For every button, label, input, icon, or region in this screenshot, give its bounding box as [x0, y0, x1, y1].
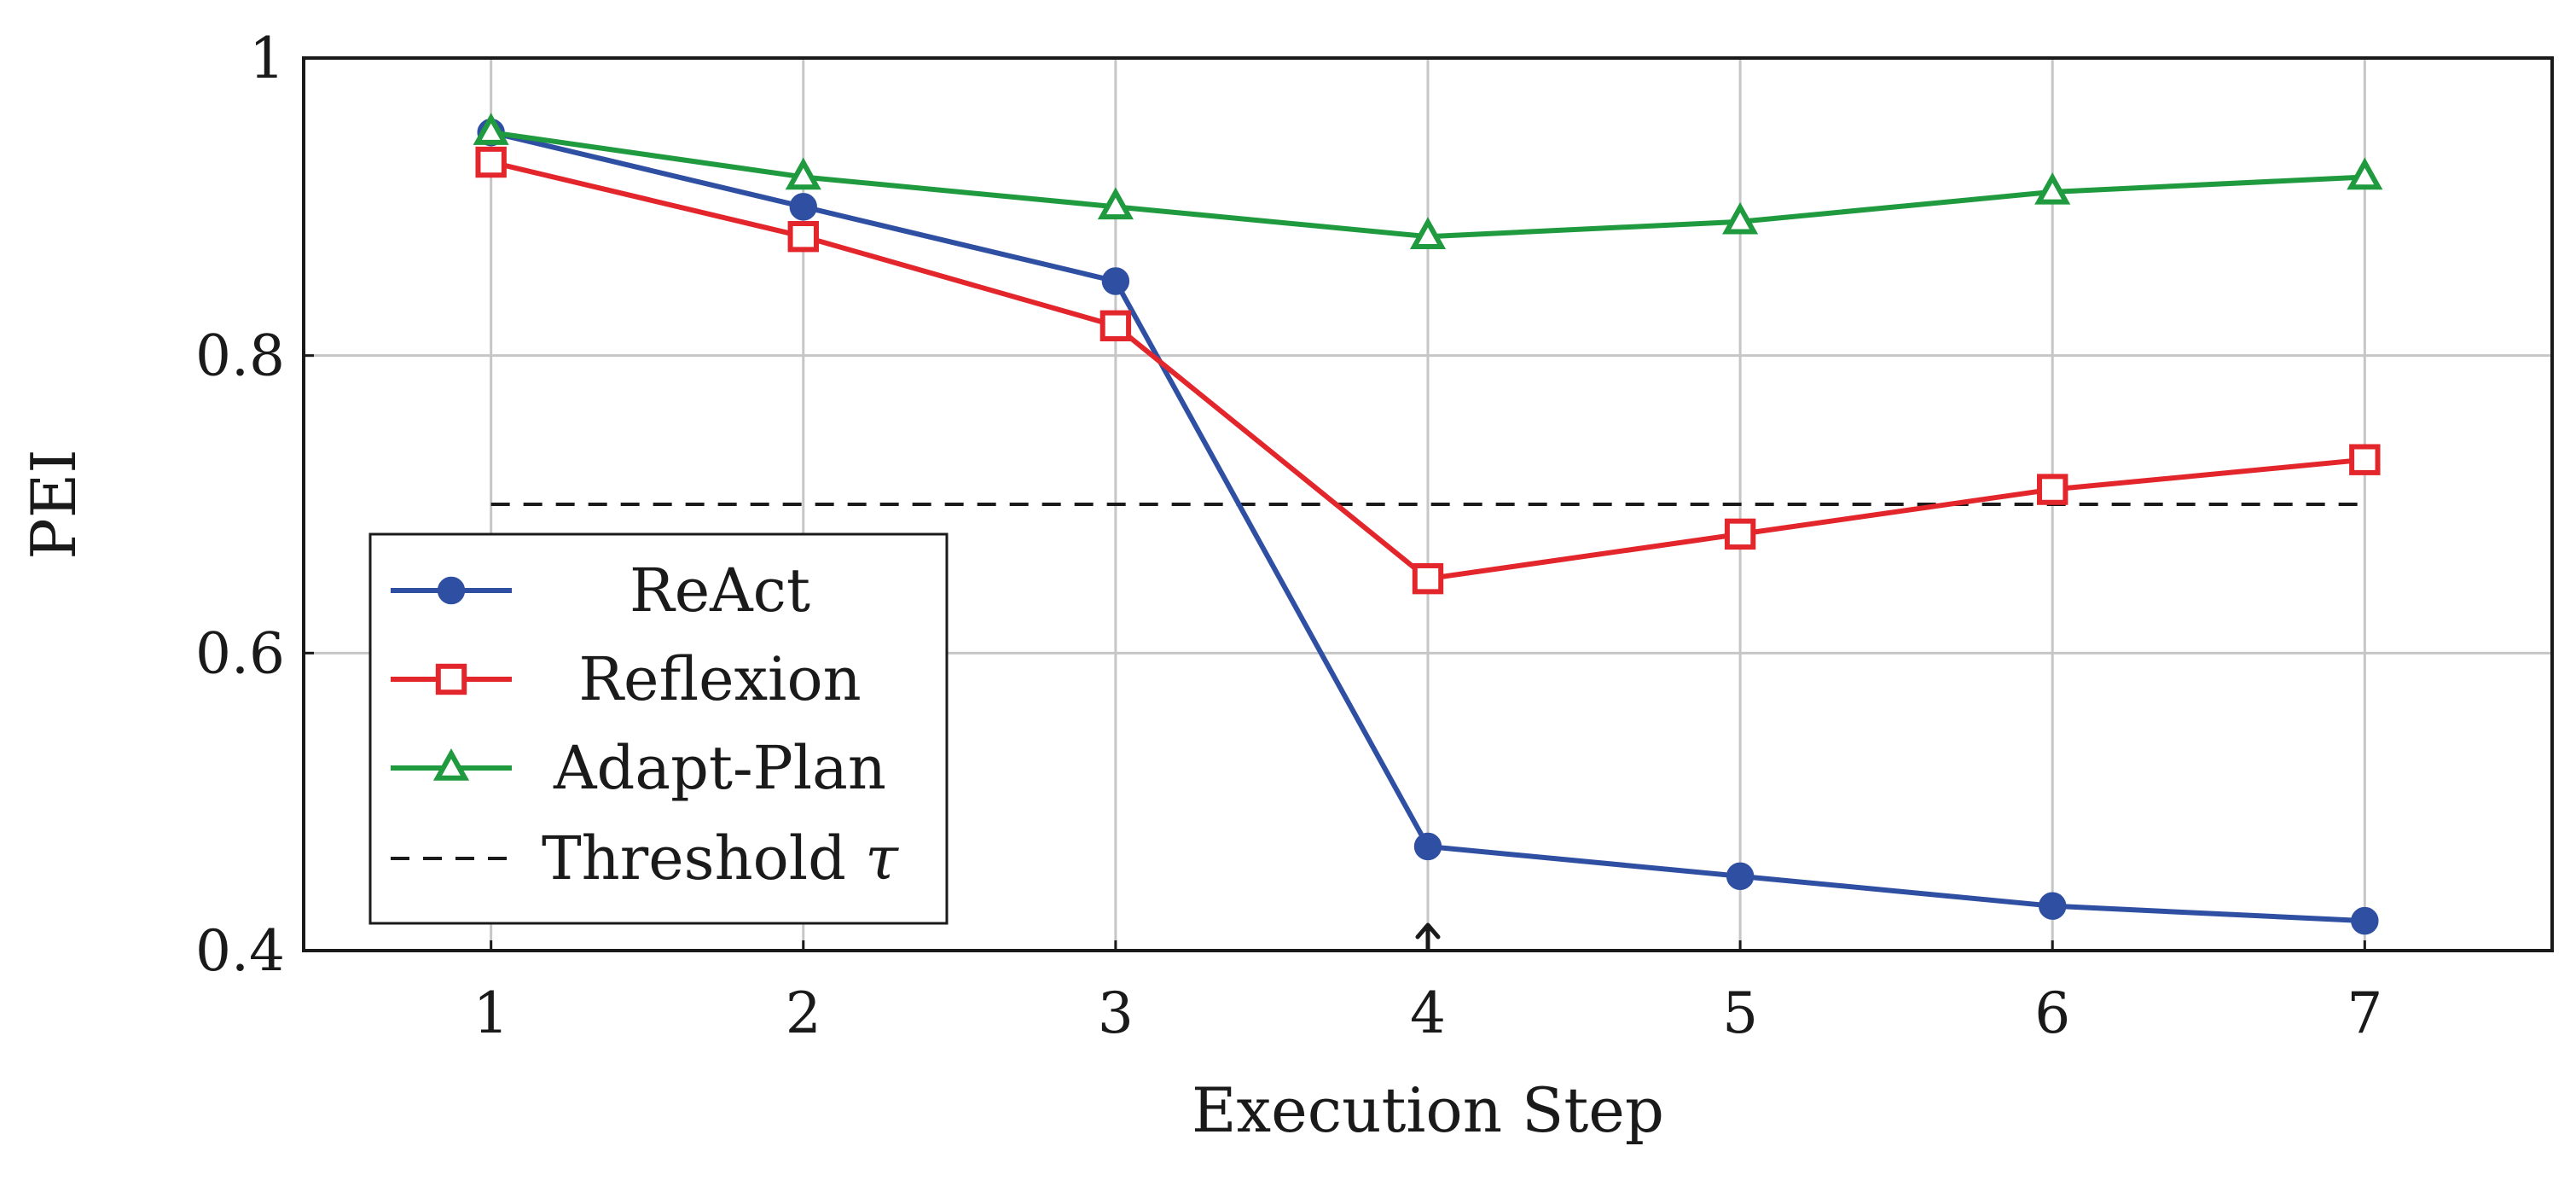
- data-point: [437, 576, 466, 605]
- data-point: [475, 146, 507, 178]
- data-point: [2034, 172, 2071, 205]
- legend: ReAct Reflexion Adapt-Plan Threshold τ: [368, 532, 949, 925]
- arrow-head: [1415, 922, 1441, 940]
- data-point: [1101, 267, 1130, 295]
- data-point: [1413, 832, 1442, 861]
- x-tick-label: 2: [786, 980, 821, 1046]
- x-tick-label: 3: [1098, 980, 1134, 1046]
- x-tick-label: 1: [473, 980, 509, 1046]
- data-point: [2039, 892, 2067, 920]
- x-tick-label: 7: [2347, 980, 2382, 1046]
- legend-label: Adapt-Plan: [553, 733, 886, 803]
- x-tick-label: 6: [2034, 980, 2070, 1046]
- legend-entry-threshold: Threshold τ: [391, 823, 899, 893]
- data-point: [1724, 518, 1756, 550]
- data-point: [1722, 201, 1759, 235]
- x-tick-label: 4: [1410, 980, 1446, 1046]
- data-point: [789, 193, 817, 221]
- series-group: [473, 113, 2383, 935]
- legend-label: Reflexion: [578, 644, 861, 714]
- x-tick-labels: 1 2 3 4 5 6 7: [473, 940, 2382, 1046]
- data-point: [1412, 562, 1444, 595]
- data-point: [2037, 474, 2068, 505]
- data-point: [1726, 862, 1755, 891]
- y-axis-title: PEI: [18, 449, 90, 559]
- data-point: [1409, 217, 1447, 249]
- y-tick-label: 1: [249, 26, 285, 91]
- data-point: [785, 157, 821, 190]
- data-point: [1099, 310, 1132, 342]
- legend-threshold-label: Threshold τ: [542, 823, 899, 893]
- data-point: [435, 663, 467, 695]
- legend-entry-adapt-plan: Adapt-Plan: [391, 733, 886, 803]
- data-point: [473, 113, 509, 145]
- y-tick-label: 0.8: [195, 323, 285, 389]
- data-point: [1097, 187, 1134, 220]
- y-tick-labels: 0.4 0.6 0.8 1: [195, 26, 314, 984]
- x-axis-title: Execution Step: [1192, 1074, 1664, 1146]
- data-point: [787, 221, 819, 253]
- data-point: [432, 748, 470, 781]
- data-point: [2347, 157, 2383, 190]
- legend-entry-react: ReAct: [391, 556, 810, 625]
- legend-entry-reflexion: Reflexion: [391, 644, 862, 714]
- data-point: [2351, 906, 2379, 935]
- legend-entries: ReAct Reflexion Adapt-Plan: [391, 556, 886, 803]
- legend-label: ReAct: [629, 556, 810, 625]
- legend-threshold-symbol: τ: [865, 823, 899, 893]
- legend-threshold-word: Threshold: [542, 823, 846, 893]
- y-tick-label: 0.6: [195, 620, 285, 686]
- series-reflexion: [475, 146, 2381, 595]
- x-tick-label: 5: [1722, 980, 1758, 1046]
- data-point: [2349, 444, 2381, 475]
- series-adapt-plan: [473, 113, 2383, 249]
- y-tick-label: 0.4: [195, 918, 285, 984]
